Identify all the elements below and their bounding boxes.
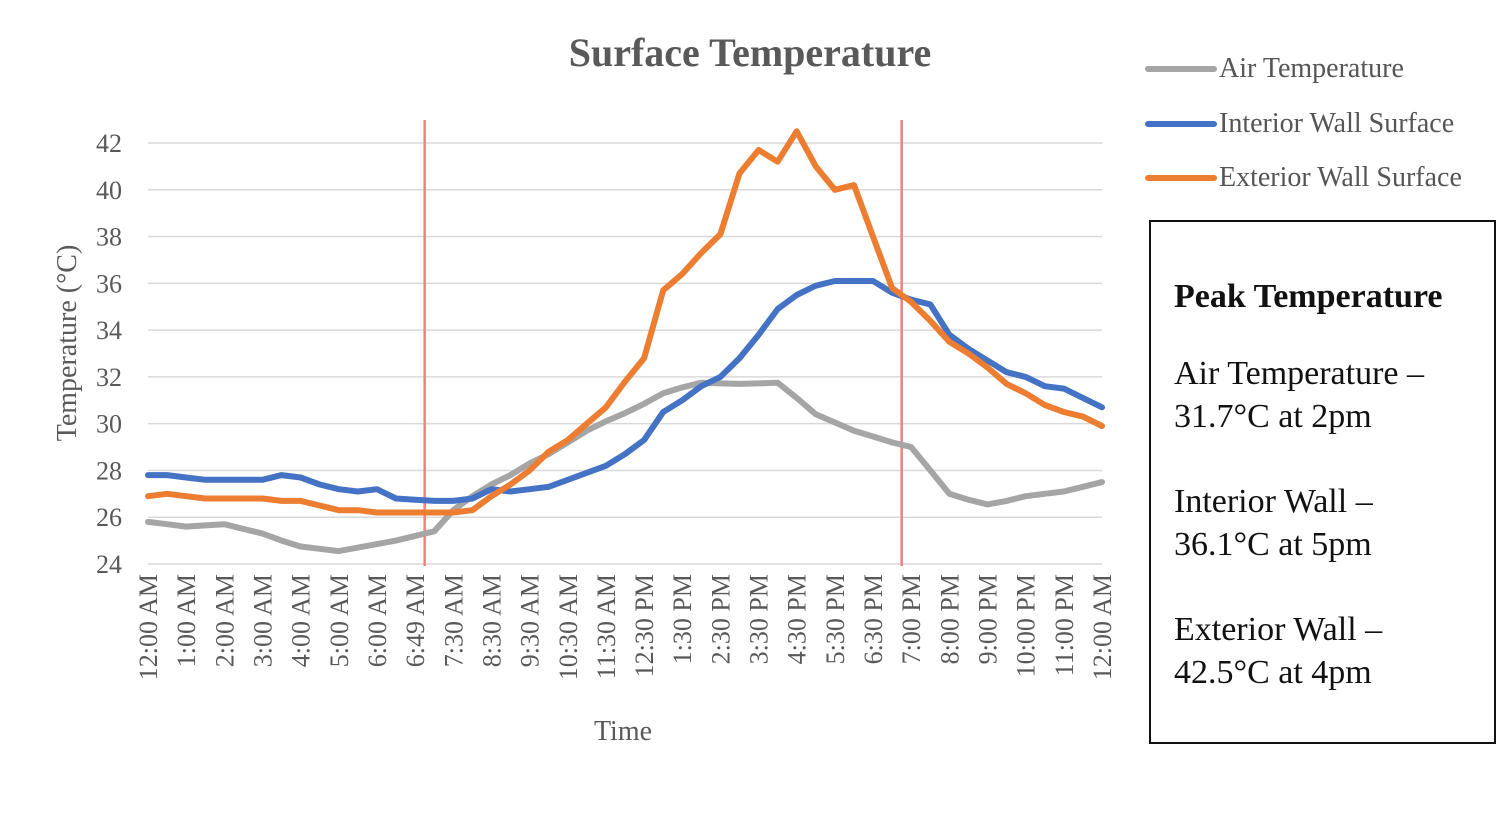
x-tick-label: 2:30 PM <box>706 574 735 664</box>
series-line-1 <box>145 278 1105 504</box>
legend-label-air: Air Temperature <box>1219 53 1404 85</box>
chart-title: Surface Temperature <box>569 30 932 75</box>
x-tick-label: 7:30 AM <box>439 574 468 667</box>
peak-entry-air: Air Temperature – 31.7°C at 2pm <box>1174 352 1494 438</box>
x-tick-label: 8:00 PM <box>935 574 964 664</box>
x-tick-label: 5:00 AM <box>325 574 354 667</box>
y-tick-label: 40 <box>96 176 122 205</box>
y-tick-label: 36 <box>96 269 122 298</box>
y-axis-ticks: 24 26 28 30 32 34 36 38 40 42 <box>96 129 122 579</box>
y-tick-label: 42 <box>96 129 122 158</box>
x-tick-label: 1:30 PM <box>668 574 697 664</box>
legend-swatch-interior <box>1145 120 1217 127</box>
x-axis-label: Time <box>594 716 652 747</box>
legend-swatch-air <box>1145 66 1217 73</box>
x-tick-label: 12:30 PM <box>630 574 659 677</box>
peak-entry-exterior: Exterior Wall – 42.5°C at 4pm <box>1174 608 1494 694</box>
x-axis-ticks: 12:00 AM 1:00 AM 2:00 AM 3:00 AM 4:00 AM 5:00… <box>134 574 1117 680</box>
peak-temperature-box: Peak Temperature Air Temperature – 31.7°… <box>1149 220 1496 744</box>
y-tick-label: 30 <box>96 410 122 439</box>
legend-swatch-exterior <box>1145 175 1217 182</box>
x-tick-label: 6:49 AM <box>401 574 430 667</box>
y-tick-label: 38 <box>96 223 122 252</box>
y-tick-label: 34 <box>96 316 122 345</box>
x-tick-label: 12:00 AM <box>1088 574 1117 680</box>
vertical-markers <box>423 120 903 566</box>
x-tick-label: 10:00 PM <box>1012 574 1041 677</box>
series-lines <box>145 128 1105 555</box>
x-tick-label: 3:00 AM <box>248 574 277 667</box>
x-tick-label: 6:30 PM <box>859 574 888 664</box>
peak-entry-air-line1: Air Temperature – <box>1174 355 1425 392</box>
peak-entry-interior-line1: Interior Wall – <box>1174 483 1373 520</box>
legend-item-air-temperature: Air Temperature <box>1145 42 1462 97</box>
x-tick-label: 6:00 AM <box>363 574 392 667</box>
peak-entry-exterior-line1: Exterior Wall – <box>1174 611 1383 648</box>
y-tick-label: 24 <box>96 550 122 579</box>
y-tick-label: 32 <box>96 363 122 392</box>
x-tick-label: 2:00 AM <box>210 574 239 667</box>
y-tick-label: 28 <box>96 456 122 485</box>
x-tick-label: 8:30 AM <box>477 574 506 667</box>
y-axis-label: Temperature (°C) <box>52 245 83 442</box>
peak-entry-exterior-line2: 42.5°C at 4pm <box>1174 654 1372 691</box>
x-tick-label: 11:00 PM <box>1050 574 1079 676</box>
peak-entry-air-line2: 31.7°C at 2pm <box>1174 398 1372 435</box>
x-tick-label: 3:30 PM <box>745 574 774 664</box>
peak-entry-interior-line2: 36.1°C at 5pm <box>1174 526 1372 563</box>
x-tick-label: 9:00 PM <box>974 574 1003 664</box>
peak-entry-interior: Interior Wall – 36.1°C at 5pm <box>1174 480 1494 566</box>
x-tick-label: 9:30 AM <box>516 574 545 667</box>
x-tick-label: 10:30 AM <box>554 574 583 680</box>
series-line-0 <box>145 379 1105 555</box>
legend-label-interior: Interior Wall Surface <box>1219 107 1455 139</box>
x-tick-label: 4:30 PM <box>783 574 812 664</box>
legend-item-exterior-wall: Exterior Wall Surface <box>1145 151 1462 206</box>
x-tick-label: 1:00 AM <box>172 574 201 667</box>
x-tick-label: 5:30 PM <box>821 574 850 664</box>
gridlines <box>148 142 1102 565</box>
x-tick-label: 4:00 AM <box>287 574 316 667</box>
x-tick-label: 12:00 AM <box>134 574 163 680</box>
legend: Air Temperature Interior Wall Surface Ex… <box>1145 42 1462 206</box>
peak-box-title: Peak Temperature <box>1174 278 1443 315</box>
series-line-2 <box>145 128 1105 516</box>
legend-label-exterior: Exterior Wall Surface <box>1219 162 1462 194</box>
x-tick-label: 11:30 AM <box>592 574 621 679</box>
x-tick-label: 7:00 PM <box>897 574 926 664</box>
y-tick-label: 26 <box>96 503 122 532</box>
legend-item-interior-wall: Interior Wall Surface <box>1145 97 1462 152</box>
